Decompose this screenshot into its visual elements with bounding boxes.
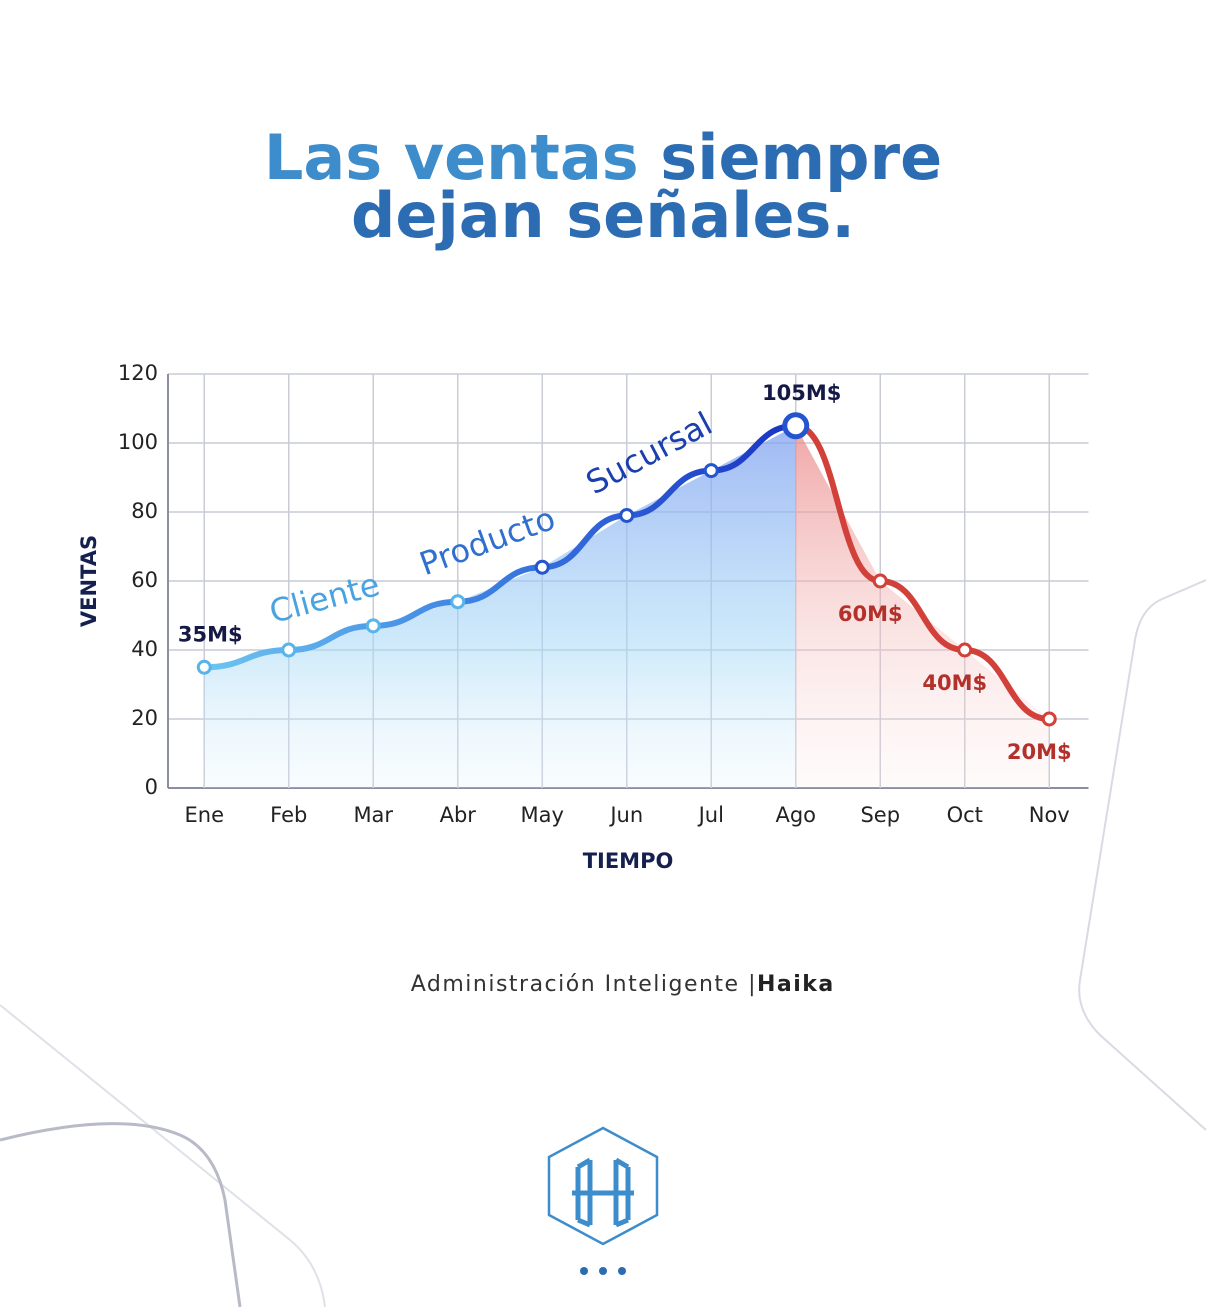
y-tick-label: 100 bbox=[118, 430, 158, 454]
x-tick-label: Ago bbox=[775, 803, 816, 827]
footer-brand: Haika bbox=[757, 972, 835, 997]
point bbox=[196, 659, 212, 675]
title-bold: siempre bbox=[660, 121, 942, 194]
y-tick-label: 0 bbox=[145, 775, 158, 799]
y-tick-label: 60 bbox=[131, 568, 158, 592]
point bbox=[281, 642, 297, 658]
y-axis-label: VENTAS bbox=[77, 535, 101, 627]
x-tick-label: Sep bbox=[860, 803, 900, 827]
x-tick-label: Ene bbox=[185, 803, 225, 827]
value-label: 105M$ bbox=[762, 381, 841, 405]
point bbox=[872, 573, 888, 589]
title-line-2: dejan señales. bbox=[351, 179, 855, 252]
decor-line bbox=[0, 1122, 242, 1307]
x-tick-label: Jun bbox=[608, 803, 643, 827]
area bbox=[204, 425, 796, 788]
x-tick-label: Abr bbox=[440, 803, 477, 827]
plot: 0 20 40 60 80 100 120 Ene Feb Mar Abr May Jun Jul Ago S… bbox=[118, 361, 1089, 827]
logo-hexagon bbox=[547, 1126, 659, 1246]
footer-text: Administración Inteligente | bbox=[411, 972, 757, 997]
x-tick-label: Jul bbox=[697, 803, 724, 827]
x-tick-label: Oct bbox=[947, 803, 983, 827]
point bbox=[1041, 711, 1057, 727]
x-tick-label: Mar bbox=[353, 803, 393, 827]
value-label: 20M$ bbox=[1007, 740, 1072, 764]
decor-line bbox=[1078, 579, 1206, 1131]
title-line-1: Las ventas siempre bbox=[264, 121, 942, 194]
area bbox=[795, 425, 1050, 788]
y-tick-label: 120 bbox=[118, 361, 158, 385]
annotation: Cliente bbox=[265, 565, 383, 631]
value-label: 40M$ bbox=[922, 671, 987, 695]
y-tick-label: 80 bbox=[131, 499, 158, 523]
point bbox=[957, 642, 973, 658]
value-label: 60M$ bbox=[838, 602, 903, 626]
y-tick-label: 20 bbox=[131, 706, 158, 730]
point bbox=[365, 618, 381, 634]
x-tick-label: Nov bbox=[1029, 803, 1070, 827]
x-axis-label: TIEMPO bbox=[583, 849, 674, 873]
point bbox=[534, 559, 550, 575]
line bbox=[792, 422, 1053, 722]
x-tick-label: May bbox=[521, 803, 564, 827]
point bbox=[619, 507, 635, 523]
value-label: 35M$ bbox=[178, 622, 243, 646]
dot bbox=[599, 1267, 607, 1275]
point bbox=[703, 463, 719, 479]
dot bbox=[580, 1267, 588, 1275]
dot bbox=[618, 1267, 626, 1275]
decor-line bbox=[0, 1004, 326, 1307]
title-text: Las ventas bbox=[264, 121, 639, 194]
y-tick-label: 40 bbox=[131, 637, 158, 661]
logo-mark bbox=[572, 1157, 634, 1228]
logo bbox=[547, 1126, 659, 1246]
point bbox=[782, 412, 810, 440]
point bbox=[450, 594, 466, 610]
x-tick-label: Feb bbox=[270, 803, 307, 827]
